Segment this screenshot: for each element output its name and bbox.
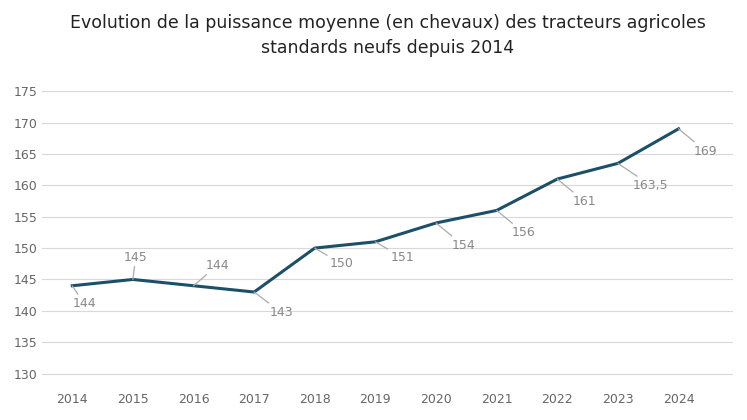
Text: 143: 143: [254, 292, 293, 319]
Text: 144: 144: [193, 259, 229, 286]
Text: 145: 145: [124, 251, 147, 279]
Text: 154: 154: [436, 223, 475, 252]
Text: 144: 144: [72, 286, 96, 310]
Text: 156: 156: [497, 210, 536, 239]
Text: 150: 150: [314, 248, 354, 270]
Text: 163,5: 163,5: [618, 163, 669, 192]
Text: 169: 169: [678, 129, 717, 158]
Text: 161: 161: [557, 179, 596, 208]
Text: 151: 151: [376, 242, 415, 264]
Title: Evolution de la puissance moyenne (en chevaux) des tracteurs agricoles
standards: Evolution de la puissance moyenne (en ch…: [69, 14, 705, 57]
